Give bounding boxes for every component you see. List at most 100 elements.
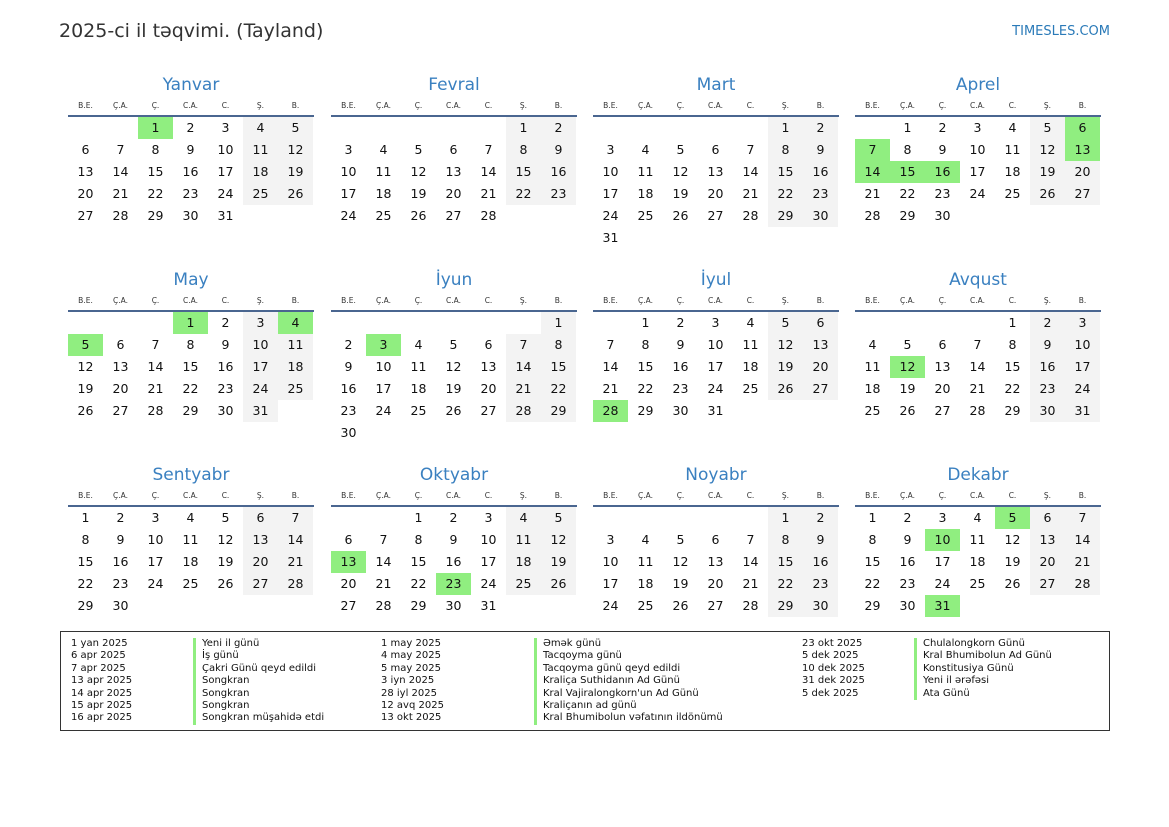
day[interactable]: 16 (217, 359, 234, 374)
day[interactable]: 30 (217, 403, 234, 418)
day[interactable]: 21 (278, 551, 313, 573)
day[interactable]: 20 (1030, 551, 1065, 573)
day[interactable]: 7 (506, 334, 541, 356)
day[interactable]: 3 (606, 532, 615, 547)
day[interactable]: 9 (449, 532, 458, 547)
day[interactable]: 19 (217, 554, 234, 569)
day[interactable]: 23 (217, 381, 234, 396)
holiday-day[interactable]: 28 (593, 400, 628, 422)
day[interactable]: 2 (903, 510, 912, 525)
day[interactable]: 8 (186, 337, 195, 352)
day[interactable]: 12 (541, 529, 576, 551)
day[interactable]: 11 (410, 359, 427, 374)
day[interactable]: 6 (344, 532, 353, 547)
day[interactable]: 13 (707, 554, 724, 569)
day[interactable]: 22 (637, 381, 654, 396)
day[interactable]: 29 (768, 205, 803, 227)
day[interactable]: 26 (445, 403, 462, 418)
day[interactable]: 4 (641, 532, 650, 547)
day[interactable]: 5 (1030, 117, 1065, 139)
day[interactable]: 17 (934, 554, 951, 569)
day[interactable]: 25 (969, 576, 986, 591)
day[interactable]: 20 (112, 381, 129, 396)
day[interactable]: 20 (707, 186, 724, 201)
holiday-day[interactable]: 5 (995, 507, 1030, 529)
day[interactable]: 3 (243, 312, 278, 334)
day[interactable]: 22 (1004, 381, 1021, 396)
day[interactable]: 5 (903, 337, 912, 352)
day[interactable]: 10 (375, 359, 392, 374)
day[interactable]: 28 (112, 208, 129, 223)
day[interactable]: 20 (934, 381, 951, 396)
day[interactable]: 2 (938, 120, 947, 135)
day[interactable]: 13 (803, 334, 838, 356)
day[interactable]: 27 (112, 403, 129, 418)
day[interactable]: 11 (637, 164, 654, 179)
day[interactable]: 13 (112, 359, 129, 374)
holiday-day[interactable]: 1 (138, 117, 173, 139)
day[interactable]: 19 (768, 356, 803, 378)
day[interactable]: 10 (147, 532, 164, 547)
day[interactable]: 14 (112, 164, 129, 179)
day[interactable]: 26 (899, 403, 916, 418)
holiday-day[interactable]: 4 (278, 312, 313, 334)
day[interactable]: 19 (445, 381, 462, 396)
day[interactable]: 3 (973, 120, 982, 135)
day[interactable]: 24 (340, 208, 357, 223)
day[interactable]: 6 (449, 142, 458, 157)
day[interactable]: 31 (243, 400, 278, 422)
day[interactable]: 9 (676, 337, 685, 352)
day[interactable]: 19 (410, 186, 427, 201)
holiday-day[interactable]: 15 (890, 161, 925, 183)
day[interactable]: 4 (379, 142, 388, 157)
holiday-day[interactable]: 13 (331, 551, 366, 573)
day[interactable]: 3 (938, 510, 947, 525)
day[interactable]: 13 (77, 164, 94, 179)
day[interactable]: 26 (768, 378, 803, 400)
day[interactable]: 13 (480, 359, 497, 374)
day[interactable]: 21 (480, 186, 497, 201)
day[interactable]: 8 (903, 142, 912, 157)
day[interactable]: 26 (217, 576, 234, 591)
day[interactable]: 13 (445, 164, 462, 179)
day[interactable]: 24 (243, 378, 278, 400)
day[interactable]: 26 (541, 573, 576, 595)
day[interactable]: 1 (903, 120, 912, 135)
day[interactable]: 8 (81, 532, 90, 547)
day[interactable]: 9 (803, 139, 838, 161)
holiday-day[interactable]: 10 (925, 529, 960, 551)
day[interactable]: 18 (243, 161, 278, 183)
day[interactable]: 8 (768, 529, 803, 551)
day[interactable]: 6 (116, 337, 125, 352)
day[interactable]: 25 (637, 598, 654, 613)
day[interactable]: 17 (217, 164, 234, 179)
day[interactable]: 30 (899, 598, 916, 613)
day[interactable]: 14 (969, 359, 986, 374)
day[interactable]: 27 (77, 208, 94, 223)
day[interactable]: 12 (672, 164, 689, 179)
day[interactable]: 7 (746, 532, 755, 547)
day[interactable]: 16 (899, 554, 916, 569)
holiday-day[interactable]: 7 (855, 139, 890, 161)
day[interactable]: 21 (375, 576, 392, 591)
day[interactable]: 10 (602, 164, 619, 179)
day[interactable]: 26 (672, 208, 689, 223)
day[interactable]: 4 (243, 117, 278, 139)
day[interactable]: 12 (217, 532, 234, 547)
day[interactable]: 21 (742, 576, 759, 591)
day[interactable]: 10 (243, 334, 278, 356)
day[interactable]: 29 (410, 598, 427, 613)
day[interactable]: 27 (803, 378, 838, 400)
day[interactable]: 13 (1030, 529, 1065, 551)
day[interactable]: 7 (973, 337, 982, 352)
day[interactable]: 4 (868, 337, 877, 352)
day[interactable]: 15 (864, 554, 881, 569)
day[interactable]: 31 (217, 208, 234, 223)
day[interactable]: 4 (506, 507, 541, 529)
day[interactable]: 11 (182, 532, 199, 547)
day[interactable]: 21 (864, 186, 881, 201)
holiday-day[interactable]: 5 (68, 334, 103, 356)
day[interactable]: 22 (77, 576, 94, 591)
day[interactable]: 15 (1004, 359, 1021, 374)
day[interactable]: 2 (803, 507, 838, 529)
